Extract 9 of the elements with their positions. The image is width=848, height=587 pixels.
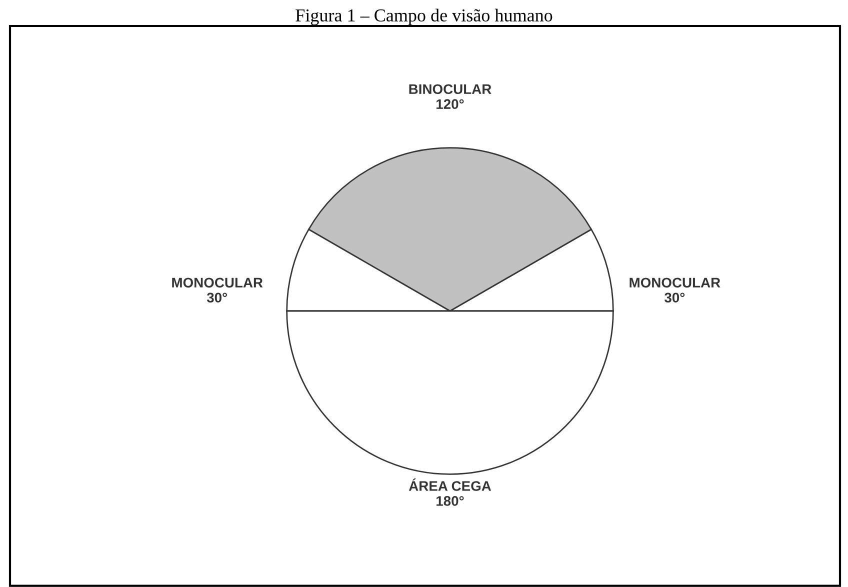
data-label: 30° bbox=[664, 292, 685, 303]
slice-label: MONOCULAR bbox=[172, 278, 263, 288]
slice-label: MONOCULAR bbox=[630, 278, 720, 288]
data-label: 30° bbox=[206, 292, 228, 303]
chart-title: Figura 1 – Campo de visão humano bbox=[296, 8, 552, 26]
data-label: 120° bbox=[436, 99, 464, 110]
slice-label: BINOCULAR bbox=[409, 84, 492, 94]
slice-label: ÁREA CEGA bbox=[408, 478, 492, 491]
data-label: 180° bbox=[436, 496, 464, 506]
